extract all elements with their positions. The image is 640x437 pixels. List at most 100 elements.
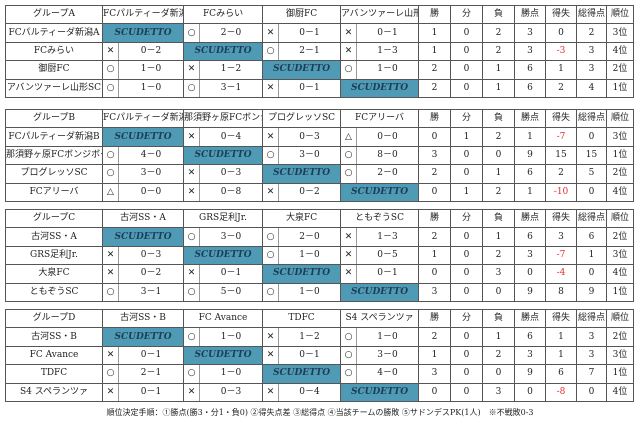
rank: 3位 bbox=[606, 23, 635, 43]
match-score: 3－1 bbox=[198, 78, 264, 98]
match-score: 1－3 bbox=[356, 227, 420, 247]
match-score: 1－0 bbox=[356, 327, 420, 347]
match-score: 4－0 bbox=[118, 145, 184, 166]
wins: 0 bbox=[418, 127, 452, 147]
match-score: 0－5 bbox=[356, 245, 420, 266]
stat-header: 総得点 bbox=[576, 308, 608, 329]
goals-for: 0 bbox=[576, 264, 608, 284]
draws: 0 bbox=[450, 382, 484, 402]
draws: 1 bbox=[450, 182, 484, 202]
match-score: 3－0 bbox=[278, 145, 342, 166]
stat-header: 勝点 bbox=[514, 208, 547, 229]
goals-for: 1 bbox=[576, 245, 608, 266]
team-name: プログレッソSC bbox=[5, 164, 103, 184]
table-row: FCパルティーダ新潟A SCUDETTO ○ 2－0 ✕ 0－1 ✕ 0－1 1 0 2 3 0 2 3位 bbox=[5, 23, 635, 43]
group-title: グループC bbox=[5, 208, 103, 229]
goal-diff: 0 bbox=[545, 23, 578, 43]
rank: 2位 bbox=[606, 327, 635, 347]
match-score: 1－2 bbox=[278, 327, 342, 347]
opponent-header: TDFC bbox=[262, 308, 342, 329]
stat-header: 勝点 bbox=[514, 108, 547, 129]
match-score: 0－0 bbox=[356, 127, 420, 147]
group-title: グループB bbox=[5, 108, 103, 129]
match-score: 0－1 bbox=[198, 264, 264, 284]
losses: 2 bbox=[482, 41, 516, 62]
stat-header: 勝点 bbox=[514, 308, 547, 329]
self-cell: SCUDETTO bbox=[102, 227, 184, 247]
goals-for: 0 bbox=[576, 182, 608, 202]
match-score: 4－0 bbox=[356, 364, 420, 384]
result-mark: ✕ bbox=[183, 382, 201, 402]
rank: 3位 bbox=[606, 127, 635, 147]
stat-header: 得失 bbox=[545, 208, 578, 229]
result-mark: ✕ bbox=[262, 382, 280, 402]
result-mark: ✕ bbox=[102, 264, 119, 284]
stat-header: 負 bbox=[482, 108, 516, 129]
rank: 4位 bbox=[606, 41, 635, 62]
opponent-header: FCパルティーダ新潟A bbox=[102, 4, 184, 25]
stat-header: 順位 bbox=[606, 208, 635, 229]
self-cell: SCUDETTO bbox=[262, 164, 342, 184]
self-cell: SCUDETTO bbox=[182, 145, 264, 166]
team-name: 古河SS・A bbox=[5, 227, 103, 247]
opponent-header: 古河SS・B bbox=[101, 308, 185, 329]
stat-header: 分 bbox=[450, 208, 484, 229]
result-mark: ✕ bbox=[340, 227, 358, 247]
opponent-header: プログレッソSC bbox=[262, 108, 342, 129]
match-score: 0－1 bbox=[117, 382, 185, 402]
opponent-header: 古河SS・A bbox=[102, 208, 184, 229]
match-score: 1－0 bbox=[356, 60, 420, 80]
match-score: 1－3 bbox=[356, 41, 420, 62]
match-score: 0－3 bbox=[199, 382, 264, 402]
wins: 2 bbox=[418, 327, 452, 347]
stat-header: 得失 bbox=[545, 108, 578, 129]
points: 9 bbox=[514, 145, 547, 166]
result-mark: ✕ bbox=[183, 164, 200, 184]
table-row: S4 スペランツァ ✕ 0－1 ✕ 0－3 ✕ 0－4 SCUDETTO 0 0 3 0 -8 0 4位 bbox=[5, 382, 635, 402]
draws: 0 bbox=[450, 23, 484, 43]
wins: 0 bbox=[418, 182, 452, 202]
match-score: 1－0 bbox=[278, 245, 342, 266]
stat-header: 分 bbox=[450, 4, 484, 25]
team-name: 那須野ヶ原FCボンジボーラ bbox=[5, 145, 103, 166]
opponent-header: FC Avance bbox=[183, 308, 264, 329]
losses: 2 bbox=[482, 182, 516, 202]
points: 6 bbox=[514, 60, 547, 80]
footnote: 順位決定手順：①勝点(勝3・分1・負0) ②得失点差 ③総得点 ④当該チームの勝… bbox=[106, 408, 534, 417]
group-table-c: グループC 古河SS・A GRS足利Jr. 大泉FC ともぞうSC 勝分負勝点 得失 総得点順… bbox=[5, 208, 635, 302]
losses: 1 bbox=[482, 164, 516, 184]
losses: 2 bbox=[482, 23, 516, 43]
goals-for: 15 bbox=[576, 145, 608, 166]
rank: 3位 bbox=[606, 345, 635, 366]
result-mark: ○ bbox=[340, 327, 358, 347]
result-mark: ○ bbox=[102, 145, 119, 166]
self-cell: SCUDETTO bbox=[262, 264, 342, 284]
draws: 0 bbox=[450, 164, 484, 184]
group-table-d: グループD 古河SS・B FC Avance TDFC S4 スペランツァ勝分負勝点 得失… bbox=[5, 308, 635, 402]
table-row: TDFC ○ 2－1 ○ 1－0 SCUDETTO ○ 4－0 3 0 0 9 6 7 1位 bbox=[5, 364, 635, 384]
result-mark: ✕ bbox=[102, 382, 119, 402]
result-mark: ○ bbox=[340, 364, 358, 384]
result-mark: ✕ bbox=[262, 23, 280, 43]
self-cell: SCUDETTO bbox=[101, 327, 185, 347]
points: 0 bbox=[514, 382, 547, 402]
result-mark: ✕ bbox=[262, 327, 280, 347]
table-row: 那須野ヶ原FCボンジボーラ○4－0SCUDETTO○3－0○8－03009151… bbox=[5, 145, 635, 166]
stat-header: 順位 bbox=[606, 108, 635, 129]
self-cell: SCUDETTO bbox=[340, 282, 420, 302]
result-mark: ✕ bbox=[183, 127, 200, 147]
match-score: 1－0 bbox=[199, 364, 264, 384]
wins: 3 bbox=[418, 282, 452, 302]
rank: 4位 bbox=[606, 382, 635, 402]
match-score: 0－8 bbox=[198, 182, 264, 202]
stat-header: 勝 bbox=[418, 4, 452, 25]
stat-header: 負 bbox=[482, 308, 516, 329]
losses: 0 bbox=[482, 364, 516, 384]
table-row: FCアリーバ △ 0－0 ✕ 0－8 ✕ 0－2 SCUDETTO 0 1 2 1 -10 0 4位 bbox=[5, 182, 635, 202]
draws: 0 bbox=[450, 364, 484, 384]
result-mark: ○ bbox=[340, 60, 358, 80]
goals-for: 9 bbox=[576, 282, 608, 302]
goal-diff: 1 bbox=[545, 60, 578, 80]
points: 6 bbox=[514, 227, 547, 247]
self-cell: SCUDETTO bbox=[262, 60, 342, 80]
